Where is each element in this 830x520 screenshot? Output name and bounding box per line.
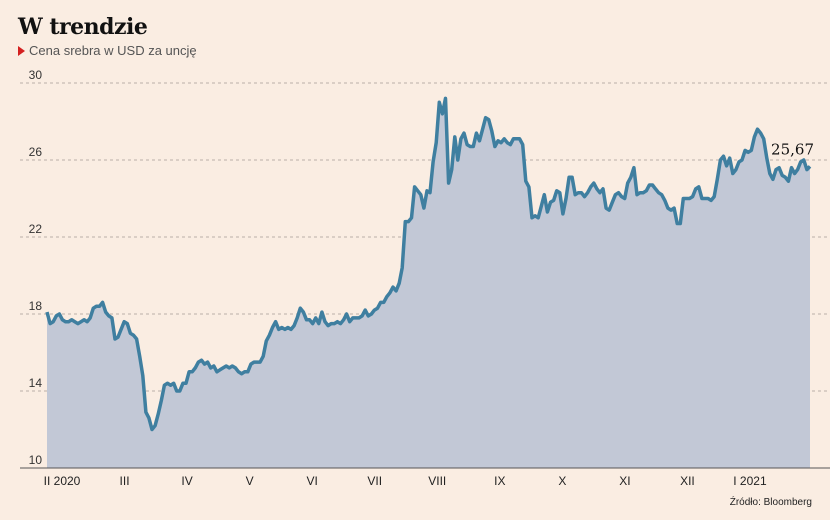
x-tick-label: VI	[306, 474, 317, 488]
x-tick-label: VIII	[428, 474, 446, 488]
x-axis-ticks: II 2020 III IV V VI VII VIII IX X XI XII I 2021	[44, 474, 767, 488]
x-tick-label: III	[120, 474, 130, 488]
x-tick-label: X	[558, 474, 566, 488]
x-tick-label: IV	[181, 474, 192, 488]
x-tick-label: IX	[494, 474, 505, 488]
y-tick-label: 30	[29, 68, 43, 82]
y-tick-label: 26	[29, 145, 43, 159]
y-tick-label: 10	[29, 453, 43, 467]
y-tick-label: 14	[29, 376, 43, 390]
x-tick-label: II 2020	[44, 474, 81, 488]
red-triangle-icon	[18, 45, 25, 56]
x-tick-label: V	[246, 474, 254, 488]
chart-subtitle-text: Cena srebra w USD za uncję	[29, 43, 197, 58]
last-value-label: 25,67	[771, 140, 814, 158]
series-area	[47, 98, 810, 469]
x-tick-label: XII	[680, 474, 695, 488]
source-note: Źródło: Bloomberg	[729, 497, 812, 508]
x-tick-label: VII	[367, 474, 382, 488]
series-line	[45, 96, 812, 432]
x-tick-label: I 2021	[733, 474, 767, 488]
x-tick-label: XI	[619, 474, 630, 488]
y-tick-label: 22	[29, 222, 43, 236]
y-axis-ticks: 10 14 18 22 26 30	[29, 68, 43, 467]
chart-title: W trendzie	[18, 14, 148, 40]
y-tick-label: 18	[29, 299, 43, 313]
chart-subtitle: Cena srebra w USD za uncję	[18, 43, 197, 58]
